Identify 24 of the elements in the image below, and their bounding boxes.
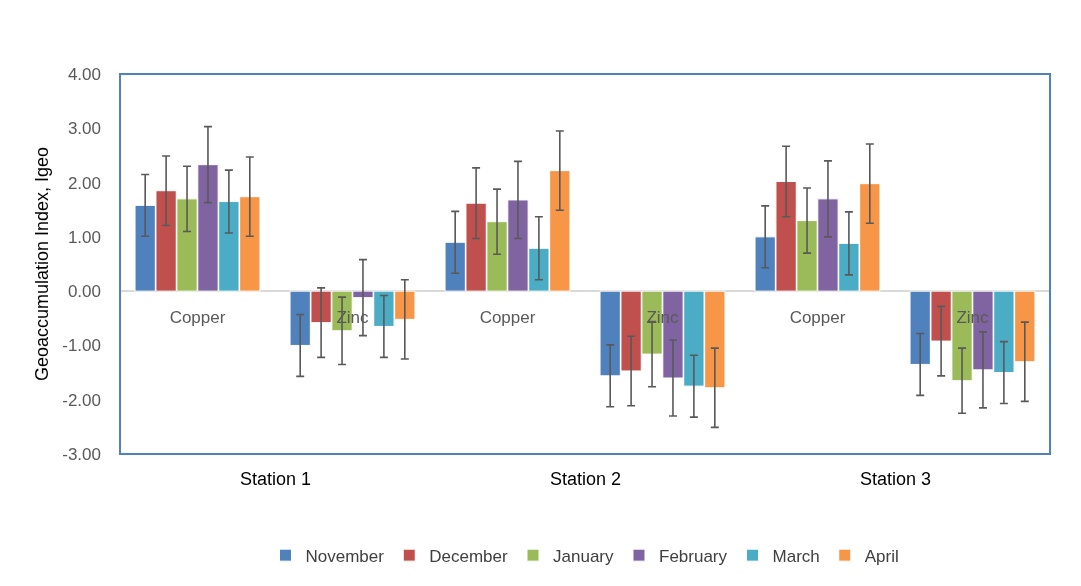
y-tick-label: 1.00 — [67, 227, 101, 247]
x-tick-label: Copper — [479, 308, 536, 328]
legend-label: April — [864, 546, 899, 566]
y-tick-label: 0.00 — [67, 282, 101, 302]
text: Station 3 — [860, 469, 932, 489]
y-tick-label: -2.00 — [62, 390, 101, 410]
y-tick-label: -1.00 — [62, 336, 101, 356]
y-tick-label: 3.00 — [67, 119, 101, 139]
x-tick-label: Zinc — [646, 308, 680, 328]
y-tick-label: -3.00 — [62, 444, 101, 464]
x-tick-label: Copper — [169, 308, 226, 328]
legend-label: March — [772, 546, 820, 566]
y-tick-label: 4.00 — [67, 64, 101, 84]
y-tick-label: 2.00 — [67, 173, 101, 193]
legend-label: January — [553, 546, 614, 566]
x-tick-label: Zinc — [956, 308, 990, 328]
text: Station 2 — [550, 469, 622, 489]
x-tick-label: Copper — [789, 308, 846, 328]
text: Station 1 — [240, 469, 312, 489]
legend-label: November — [305, 546, 385, 566]
legend-label: February — [658, 546, 728, 566]
legend-label: December — [429, 546, 509, 566]
y-axis-title: Geoaccumulation Index, Igeo — [32, 146, 53, 382]
x-tick-label: Zinc — [336, 308, 370, 328]
